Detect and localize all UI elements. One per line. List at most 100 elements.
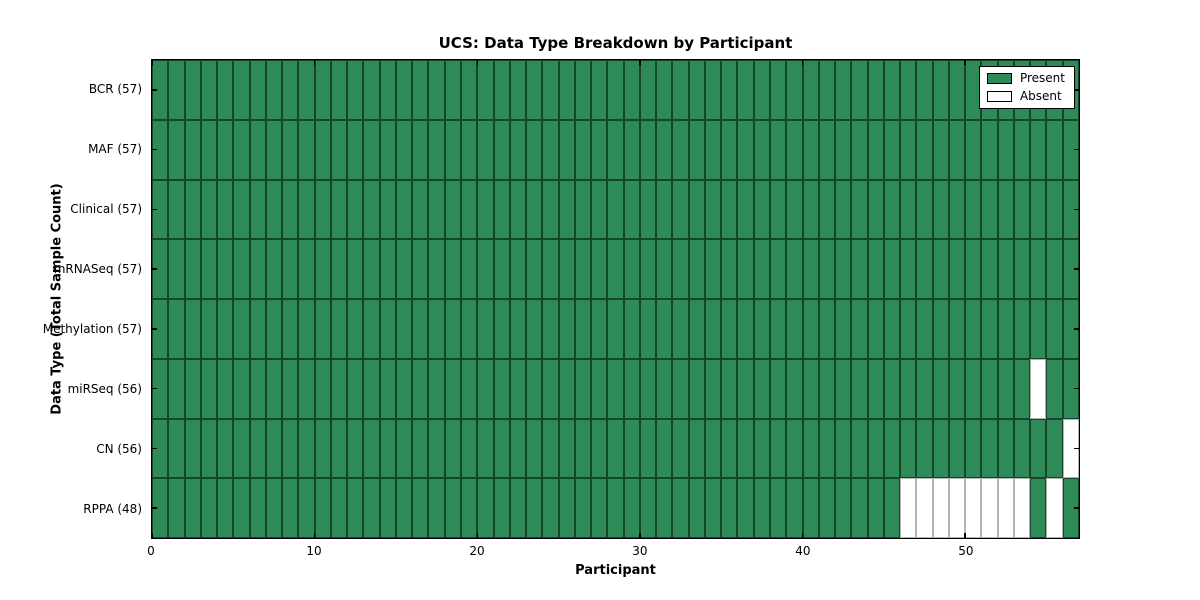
cell-bcr-p37 [753,60,770,120]
cell-mrnaseq-p36 [737,239,754,299]
y-tick-mark-mrnaseq-right [1074,268,1079,270]
cell-methylation-p38 [770,299,787,359]
cell-mrnaseq-p44 [867,239,884,299]
cell-methylation-p9 [298,299,315,359]
x-tick-mark-10-bottom [313,533,316,538]
cell-mirseq-p4 [217,358,234,419]
y-tick-mark-methylation-right [1074,328,1079,330]
cell-rppa-p31 [656,478,673,538]
cell-maf-p41 [818,119,836,180]
cell-mirseq-p52 [997,358,1014,419]
cell-clinical-p12 [347,179,364,240]
x-tick-mark-20-top [476,60,478,65]
cell-maf-p1 [168,119,185,180]
cell-maf-p23 [526,119,543,180]
plot-area: Present Absent [151,59,1080,539]
cell-clinical-p48 [932,179,949,240]
cell-bcr-p25 [558,60,575,120]
cell-cn-p47 [916,418,933,479]
cell-maf-p42 [835,119,852,180]
cell-cn-p11 [330,418,348,479]
cell-clinical-p20 [477,179,494,240]
cell-maf-p33 [688,119,705,180]
cell-methylation-p2 [184,299,201,359]
cell-mirseq-p15 [395,358,413,419]
cell-methylation-p29 [623,299,640,359]
y-tick-mark-methylation-left [152,328,157,330]
cell-cn-p31 [656,418,673,479]
cell-rppa-p37 [753,478,770,538]
cell-rppa-p49 [948,478,966,538]
cell-bcr-p42 [835,60,852,120]
legend-entry-absent: Absent [986,89,1065,103]
y-tick-mark-clinical-left [152,208,157,211]
cell-mrnaseq-p27 [591,239,608,299]
cell-mirseq-p6 [249,358,266,419]
y-tick-label-maf: MAF (57) [88,142,142,156]
cell-rppa-p28 [607,478,624,538]
cell-mrnaseq-p17 [428,239,445,299]
cell-maf-p37 [753,119,770,180]
cell-methylation-p8 [282,299,299,359]
cell-maf-p2 [184,119,201,180]
cell-cn-p12 [347,418,364,479]
cell-rppa-p48 [932,478,949,538]
cell-clinical-p36 [737,179,754,240]
cell-maf-p49 [948,119,966,180]
cell-rppa-p23 [526,478,543,538]
cell-bcr-p14 [379,60,396,120]
cell-mirseq-p20 [477,358,494,419]
cell-bcr-p11 [330,60,348,120]
x-tick-mark-30-bottom [639,533,641,538]
cell-cn-p39 [786,418,803,479]
cell-bcr-p30 [639,60,657,120]
cell-bcr-p16 [412,60,429,120]
cell-bcr-p40 [802,60,819,120]
cell-maf-p38 [770,119,787,180]
legend-label-absent: Absent [1019,89,1062,103]
cell-rppa-p38 [770,478,787,538]
cell-maf-p15 [395,119,413,180]
cell-maf-p24 [542,119,559,180]
cell-methylation-p39 [786,299,803,359]
cell-bcr-p48 [932,60,949,120]
cell-clinical-p4 [217,179,234,240]
cell-mrnaseq-p20 [477,239,494,299]
cell-clinical-p42 [835,179,852,240]
cell-maf-p13 [363,119,380,180]
cell-rppa-p12 [347,478,364,538]
cell-bcr-p49 [948,60,966,120]
cell-clinical-p17 [428,179,445,240]
cell-mirseq-p17 [428,358,445,419]
cell-rppa-p33 [688,478,705,538]
cell-maf-p18 [444,119,461,180]
cell-mrnaseq-p48 [932,239,949,299]
cell-cn-p37 [753,418,770,479]
cell-clinical-p2 [184,179,201,240]
cell-mirseq-p16 [412,358,429,419]
cell-bcr-p15 [395,60,413,120]
cell-cn-p1 [168,418,185,479]
y-tick-label-bcr: BCR (57) [88,82,142,96]
cell-methylation-p25 [558,299,575,359]
legend-entry-present: Present [986,72,1065,85]
cell-mirseq-p55 [1046,358,1063,419]
cell-maf-p48 [932,119,949,180]
cell-bcr-p29 [623,60,640,120]
cell-mrnaseq-p31 [656,239,673,299]
cell-rppa-p4 [217,478,234,538]
cell-maf-p19 [461,119,478,180]
cell-mirseq-p37 [753,358,770,419]
cell-bcr-p17 [428,60,445,120]
y-tick-mark-mrnaseq-left [152,268,157,270]
cell-maf-p11 [330,119,348,180]
cell-mrnaseq-p51 [981,239,998,299]
cell-mrnaseq-p45 [883,239,901,299]
cell-clinical-p51 [981,179,998,240]
cell-mrnaseq-p10 [314,239,331,299]
cell-clinical-p37 [753,179,770,240]
cell-mirseq-p28 [607,358,624,419]
y-tick-mark-clinical-right [1074,208,1079,211]
cell-mrnaseq-p23 [526,239,543,299]
cell-bcr-p38 [770,60,787,120]
